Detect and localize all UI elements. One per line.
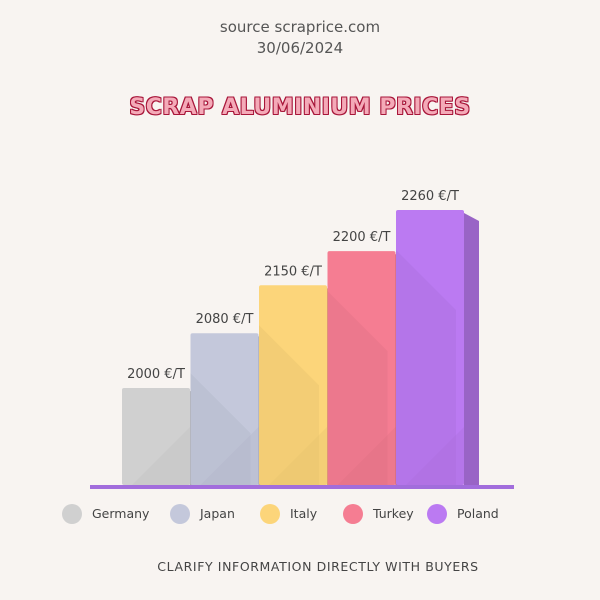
value-label-italy: 2150 €/T: [264, 264, 322, 279]
legend-label-turkey: Turkey: [372, 506, 414, 521]
source-date: 30/06/2024: [256, 39, 344, 57]
legend-item-poland: Poland: [427, 504, 499, 524]
bar-front-turkey: [327, 251, 396, 485]
value-label-poland: 2260 €/T: [401, 189, 459, 204]
bar-front-italy: [259, 285, 327, 485]
bar-cast-shadow-poland: [396, 250, 456, 485]
bar-diagonal-italy: [269, 285, 327, 485]
source-text: source scraprice.com: [219, 18, 381, 36]
legend-swatch-poland: [427, 504, 447, 524]
source-note: source scraprice.com 30/06/2024: [0, 17, 600, 59]
bar-diagonal-poland: [406, 210, 464, 485]
bars-group: [122, 210, 479, 485]
chart-title: SCRAP ALUMINIUM PRICES: [129, 95, 471, 120]
value-label-turkey: 2200 €/T: [333, 230, 391, 245]
legend-swatch-germany: [62, 504, 82, 524]
legend-item-japan: Japan: [170, 504, 235, 524]
legend-item-turkey: Turkey: [343, 504, 414, 524]
bar-poland: [396, 210, 479, 485]
bar-front-poland: [396, 210, 464, 485]
legend-label-japan: Japan: [199, 506, 235, 521]
bar-cast-shadow-turkey: [327, 291, 388, 485]
bar-diagonal-japan: [200, 333, 259, 485]
legend: Germany Japan Italy Turkey Poland: [62, 504, 499, 524]
legend-label-italy: Italy: [290, 506, 318, 521]
bar-diagonal-turkey: [337, 251, 396, 485]
value-label-germany: 2000 €/T: [127, 367, 185, 382]
bar-cast-shadow-italy: [259, 325, 319, 485]
chart-baseline: [90, 485, 514, 489]
legend-item-italy: Italy: [260, 504, 318, 524]
legend-label-poland: Poland: [457, 506, 499, 521]
bar-cast-shadow-japan: [190, 373, 251, 485]
legend-item-germany: Germany: [62, 504, 150, 524]
bar-diagonal-germany: [132, 388, 190, 485]
bar-side-poland: [464, 213, 479, 485]
footer-note: CLARIFY INFORMATION DIRECTLY WITH BUYERS: [157, 559, 479, 574]
legend-swatch-turkey: [343, 504, 363, 524]
legend-label-germany: Germany: [92, 506, 150, 521]
value-label-japan: 2080 €/T: [196, 312, 254, 327]
value-labels-group: 2000 €/T 2080 €/T 2150 €/T 2200 €/T 2260 €/T: [127, 189, 459, 382]
legend-swatch-japan: [170, 504, 190, 524]
legend-swatch-italy: [260, 504, 280, 524]
